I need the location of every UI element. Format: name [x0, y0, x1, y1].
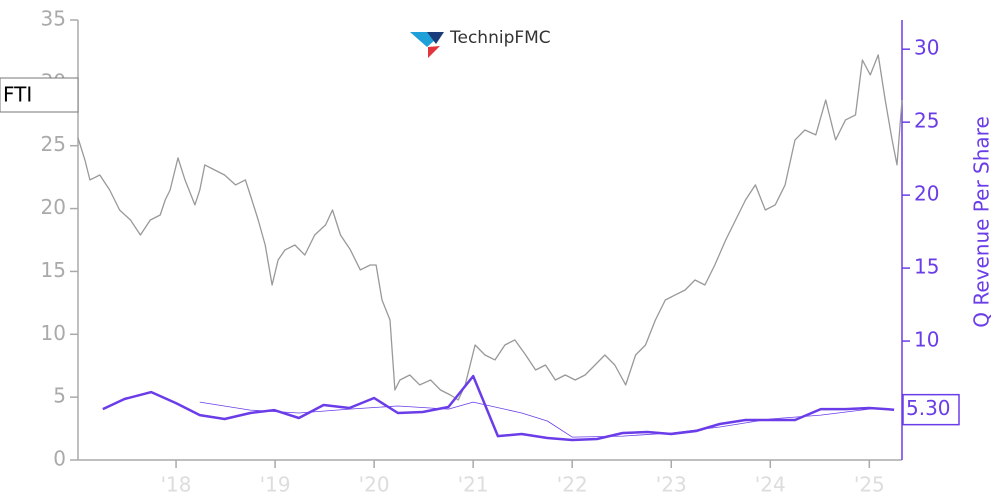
logo-mark: [427, 32, 444, 44]
logo: TechnipFMC: [410, 28, 551, 58]
y-tick-label: 10: [41, 321, 66, 345]
x-tick-label: '22: [557, 473, 588, 497]
series-tag-box: [0, 77, 79, 113]
y2-axis-title: Q Revenue Per Share: [970, 116, 994, 328]
logo-text: TechnipFMC: [449, 28, 551, 48]
series-tag: FTI: [3, 83, 32, 107]
y-tick-label: 20: [41, 195, 66, 219]
logo-mark: [428, 46, 440, 58]
x-tick-label: '18: [161, 473, 192, 497]
y-tick-label: 35: [41, 7, 66, 31]
x-tick-label: '23: [656, 473, 687, 497]
value-label: 5.30: [906, 396, 951, 420]
y-tick-label: 0: [53, 447, 66, 471]
x-tick-label: '25: [854, 473, 885, 497]
y2-tick-label: 30: [914, 36, 939, 60]
series-line: [102, 374, 895, 442]
series-line: [199, 401, 895, 438]
value-label-box: [902, 393, 960, 426]
x-tick-label: '20: [359, 473, 390, 497]
y2-tick-label: 10: [914, 328, 939, 352]
y-tick-label: 15: [41, 258, 66, 282]
y2-tick-label: 20: [914, 182, 939, 206]
y2-tick-label: 25: [914, 109, 939, 133]
x-tick-label: '24: [755, 473, 786, 497]
y2-tick-label: 15: [914, 255, 939, 279]
series-line: [77, 54, 903, 401]
y-tick-label: 25: [41, 132, 66, 156]
y-tick-label: 5: [53, 384, 66, 408]
x-tick-label: '21: [458, 473, 489, 497]
x-tick-label: '19: [260, 473, 291, 497]
